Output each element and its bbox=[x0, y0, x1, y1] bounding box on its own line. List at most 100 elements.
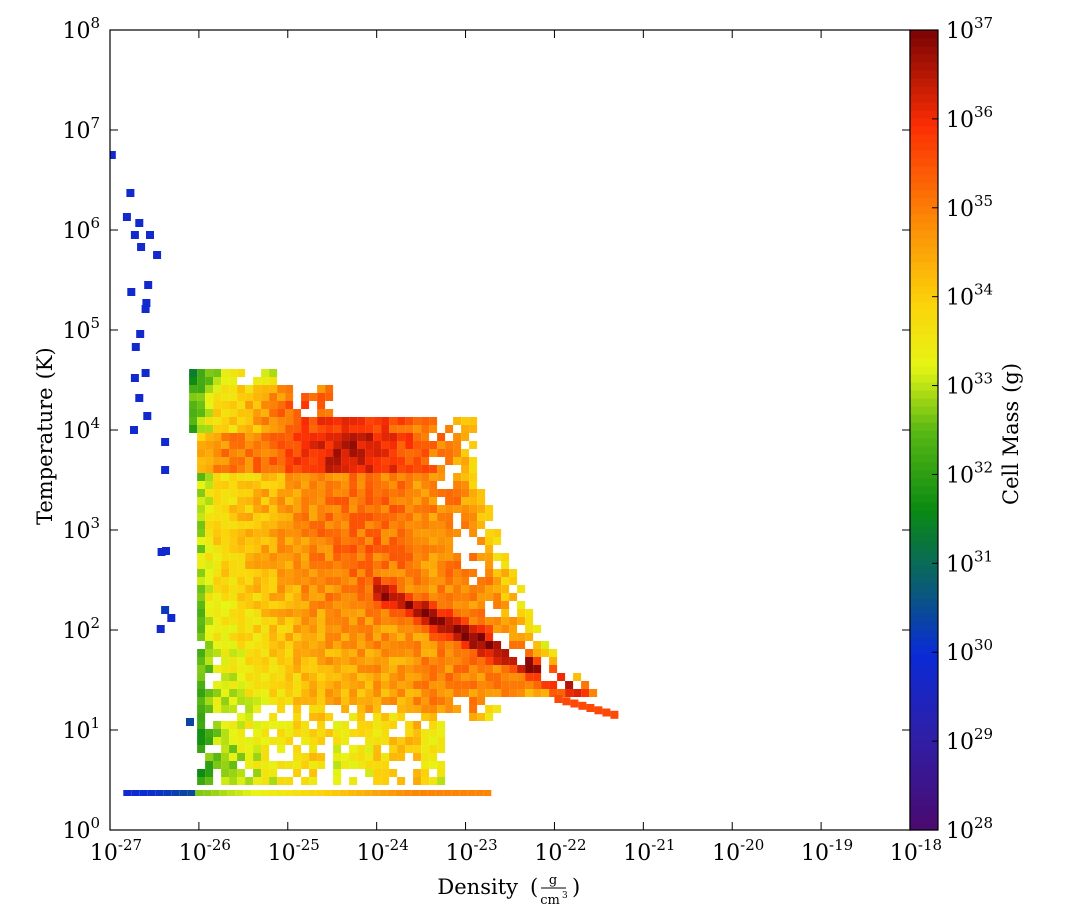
heatmap-cell bbox=[421, 689, 430, 697]
outlier-point bbox=[127, 288, 136, 296]
heatmap-cell bbox=[229, 745, 238, 753]
heatmap-cell bbox=[253, 513, 262, 521]
heatmap-cell bbox=[197, 513, 206, 521]
heatmap-cell bbox=[221, 513, 230, 521]
heatmap-cell bbox=[349, 417, 358, 425]
heatmap-cell bbox=[413, 425, 422, 433]
heatmap-cell bbox=[205, 561, 214, 569]
heatmap-cell bbox=[389, 569, 398, 577]
heatmap-cell bbox=[237, 777, 246, 785]
heatmap-cell bbox=[397, 705, 406, 713]
heatmap-cell bbox=[429, 753, 438, 761]
heatmap-cell bbox=[269, 657, 278, 665]
heatmap-cell bbox=[437, 529, 446, 537]
heatmap-cell bbox=[245, 505, 254, 513]
heatmap-cell bbox=[277, 697, 286, 705]
heatmap-cell bbox=[237, 593, 246, 601]
heatmap-cell bbox=[429, 665, 438, 673]
heatmap-cell bbox=[397, 457, 406, 465]
heatmap-cell bbox=[453, 609, 462, 617]
colorbar-segment bbox=[910, 470, 938, 479]
heatmap-cell bbox=[421, 697, 430, 705]
heatmap-cell bbox=[301, 529, 310, 537]
heatmap-cell bbox=[469, 697, 478, 705]
heatmap-cell bbox=[237, 753, 246, 761]
heatmap-cell bbox=[261, 457, 270, 465]
heatmap-cell bbox=[309, 729, 318, 737]
colorbar-tick-label: 1033 bbox=[946, 370, 993, 400]
ridge-cell bbox=[586, 704, 595, 712]
heatmap-cell bbox=[469, 633, 478, 641]
heatmap-cell bbox=[197, 497, 206, 505]
heatmap-cell bbox=[373, 577, 382, 585]
heatmap-cell bbox=[317, 713, 326, 721]
heatmap-cell bbox=[405, 417, 414, 425]
colorbar-segment bbox=[910, 326, 938, 335]
heatmap-cell bbox=[317, 537, 326, 545]
heatmap-cell bbox=[317, 681, 326, 689]
heatmap-cell bbox=[309, 649, 318, 657]
heatmap-cell bbox=[405, 585, 414, 593]
heatmap-cell bbox=[365, 737, 374, 745]
heatmap-cell bbox=[381, 769, 390, 777]
floor-cell bbox=[363, 790, 372, 796]
heatmap-cell bbox=[461, 497, 470, 505]
heatmap-cell bbox=[285, 537, 294, 545]
heatmap-cell bbox=[405, 513, 414, 521]
heatmap-cell bbox=[373, 745, 382, 753]
heatmap-cell bbox=[357, 449, 366, 457]
heatmap-cell bbox=[453, 457, 462, 465]
heatmap-cell bbox=[325, 665, 334, 673]
heatmap-cell bbox=[205, 577, 214, 585]
heatmap-cell bbox=[309, 625, 318, 633]
heatmap-cell bbox=[277, 505, 286, 513]
heatmap-cell bbox=[221, 601, 230, 609]
heatmap-cell bbox=[213, 705, 222, 713]
heatmap-cell bbox=[237, 625, 246, 633]
heatmap-cell bbox=[349, 681, 358, 689]
heatmap-cell bbox=[317, 617, 326, 625]
heatmap-cell bbox=[253, 689, 262, 697]
heatmap-cell bbox=[589, 689, 598, 697]
heatmap-cell bbox=[301, 521, 310, 529]
heatmap-cell bbox=[381, 441, 390, 449]
heatmap-cell bbox=[317, 489, 326, 497]
heatmap-cell bbox=[229, 633, 238, 641]
heatmap-cell bbox=[517, 689, 526, 697]
heatmap-cell bbox=[421, 441, 430, 449]
heatmap-cell bbox=[429, 689, 438, 697]
ridge-cell bbox=[578, 701, 587, 710]
heatmap-cell bbox=[309, 673, 318, 681]
heatmap-cell bbox=[261, 641, 270, 649]
heatmap-cell bbox=[509, 617, 518, 625]
heatmap-cell bbox=[389, 593, 398, 601]
heatmap-cell bbox=[245, 641, 254, 649]
heatmap-cell bbox=[213, 681, 222, 689]
x-tick-label: 10-24 bbox=[357, 836, 409, 866]
heatmap-cell bbox=[245, 713, 254, 721]
y-axis-label: Temperature(K) bbox=[33, 347, 57, 525]
heatmap-cell bbox=[405, 489, 414, 497]
heatmap-cell bbox=[485, 617, 494, 625]
heatmap-cell bbox=[477, 537, 486, 545]
heatmap-cell bbox=[389, 465, 398, 473]
heatmap-cell bbox=[333, 681, 342, 689]
heatmap-cell bbox=[229, 753, 238, 761]
heatmap-cell bbox=[397, 489, 406, 497]
heatmap-cell bbox=[445, 601, 454, 609]
heatmap-cell bbox=[229, 761, 238, 769]
heatmap-cell bbox=[485, 641, 494, 649]
heatmap-cell bbox=[197, 529, 206, 537]
colorbar-segment bbox=[910, 222, 938, 231]
heatmap-cell bbox=[461, 481, 470, 489]
floor-cell bbox=[187, 790, 196, 796]
colorbar-segment bbox=[910, 278, 938, 287]
heatmap-cell bbox=[397, 601, 406, 609]
colorbar-segment bbox=[910, 742, 938, 751]
heatmap-cell bbox=[309, 545, 318, 553]
heatmap-cell bbox=[197, 457, 206, 465]
heatmap-cell bbox=[317, 609, 326, 617]
heatmap-cell bbox=[197, 681, 206, 689]
colorbar-segment bbox=[910, 286, 938, 295]
ridge-cell bbox=[610, 710, 619, 719]
